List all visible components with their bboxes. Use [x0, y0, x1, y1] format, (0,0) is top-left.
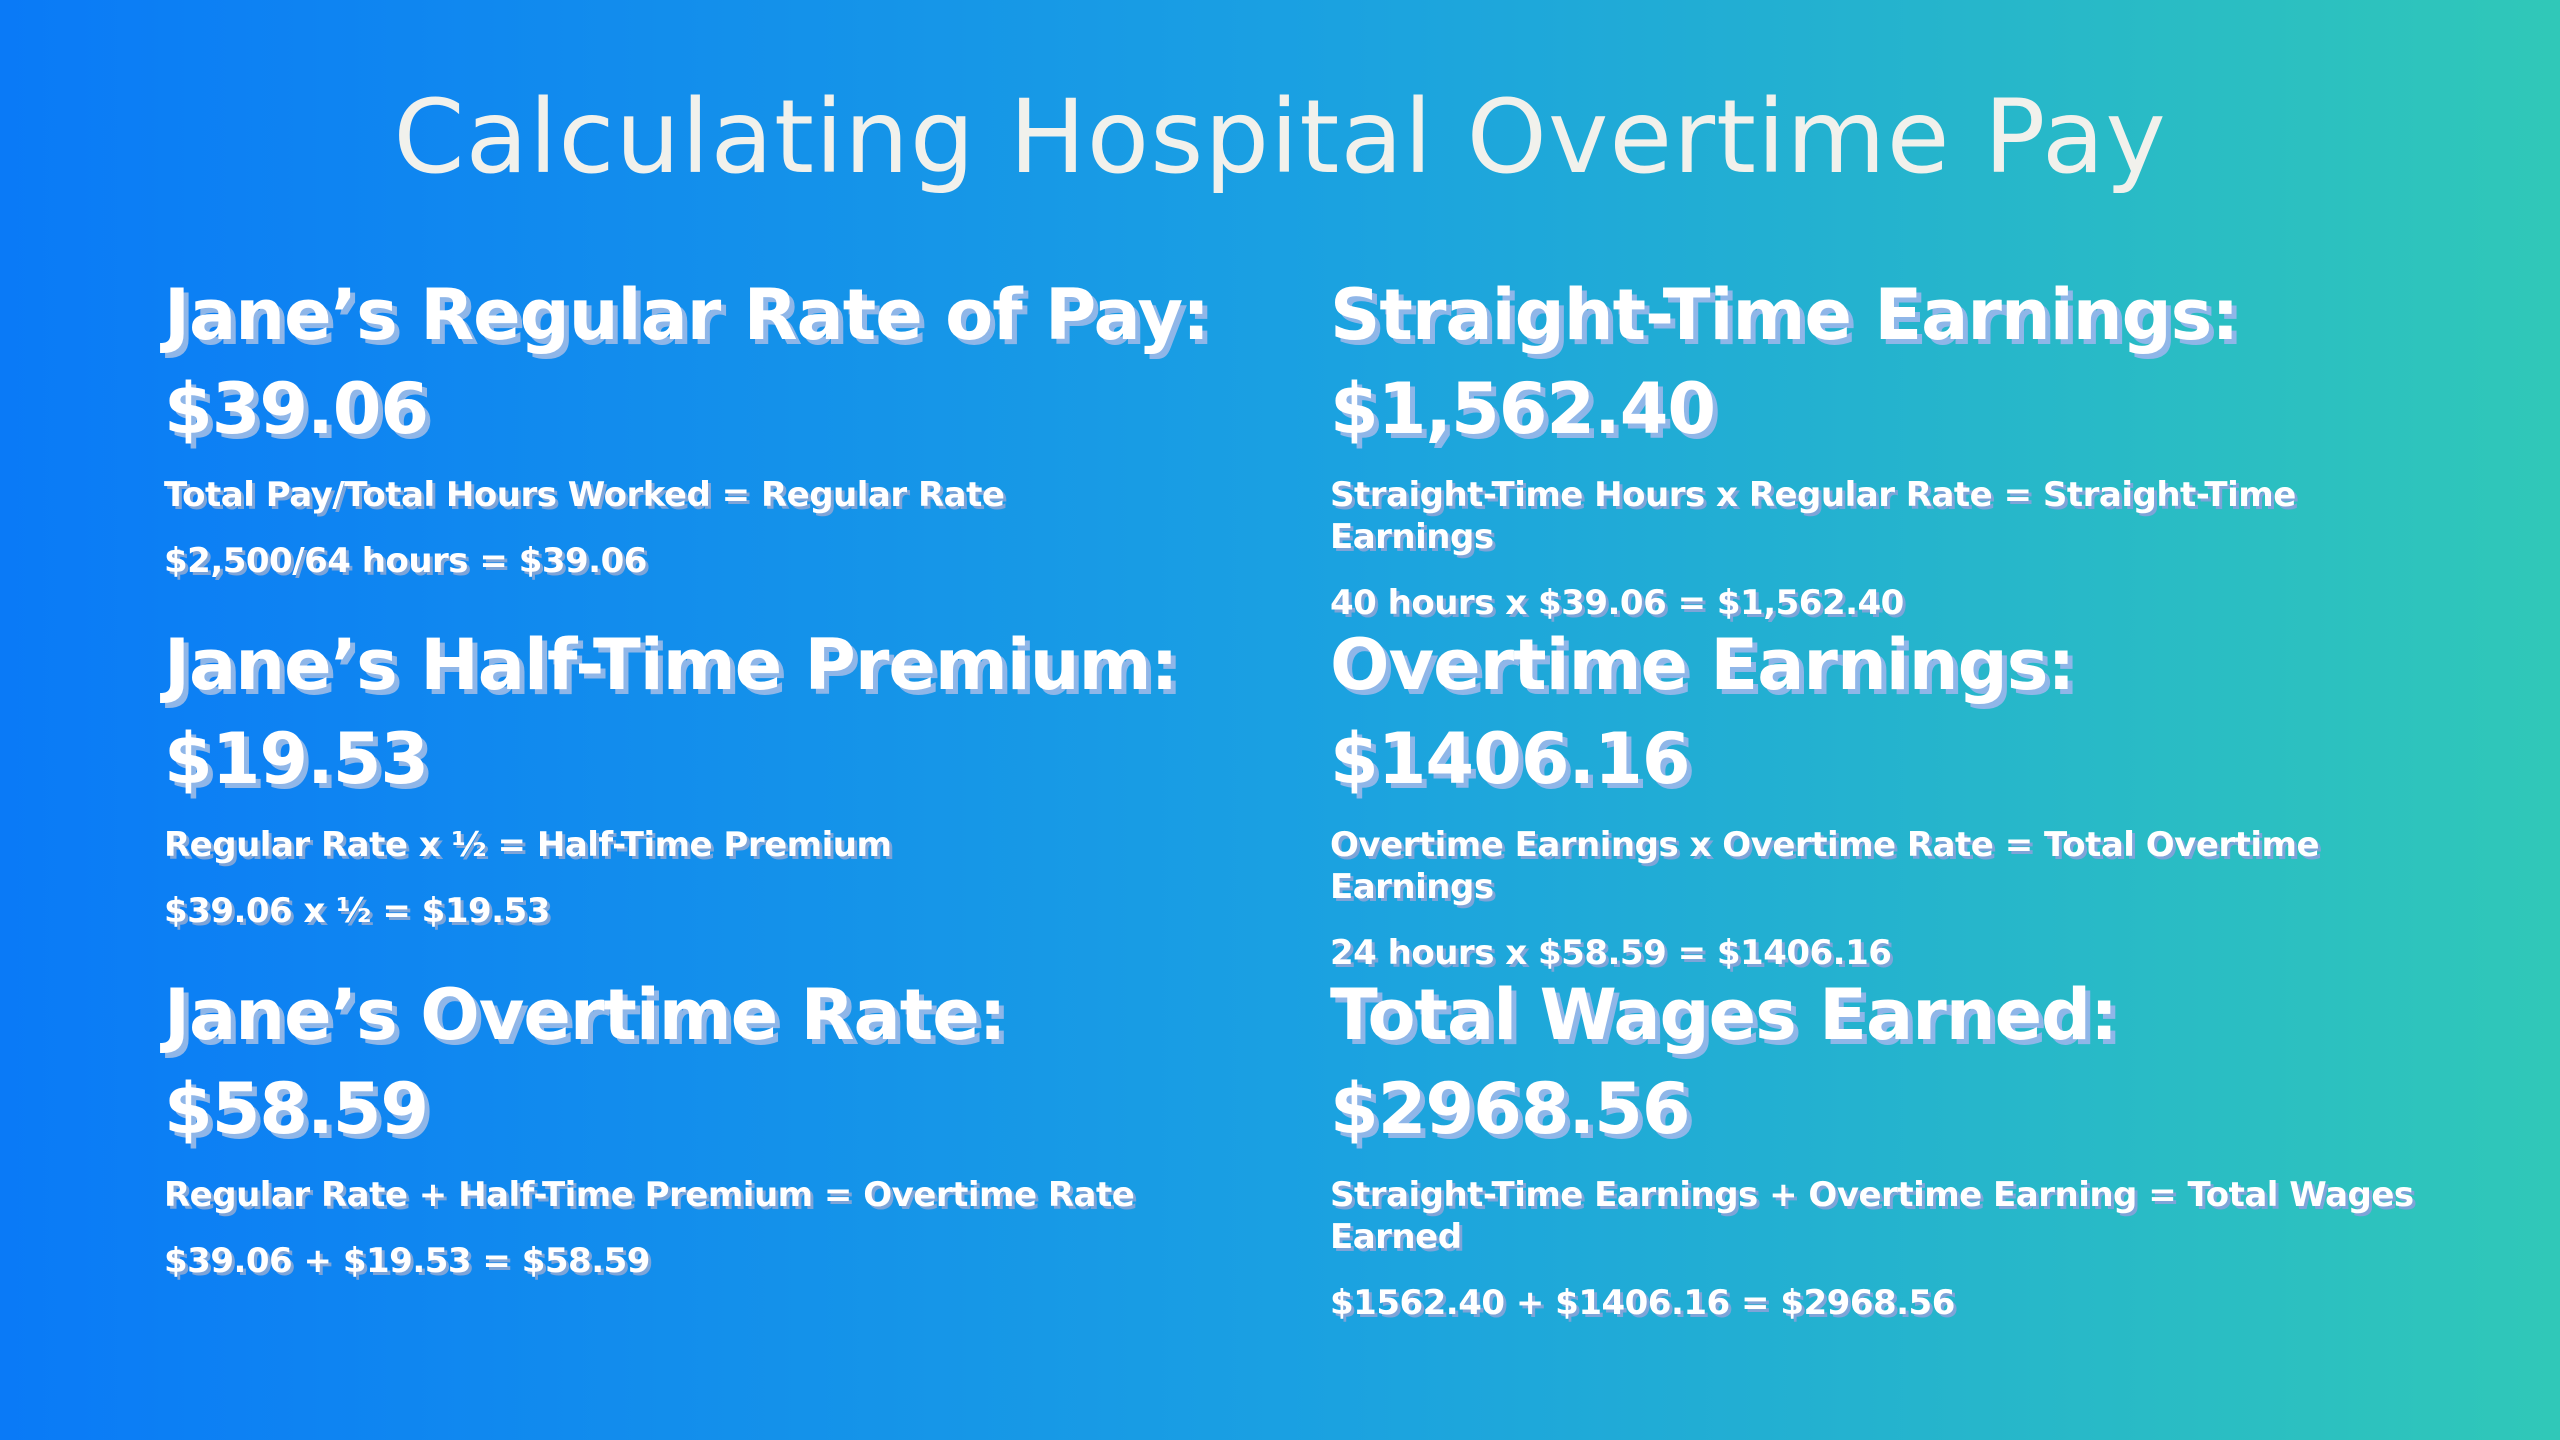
total-wages-amount: $2968.56	[1330, 1068, 1691, 1150]
regular-rate-section: Jane’s Regular Rate of Pay: $39.06 Total…	[164, 268, 1294, 582]
half-time-premium-formula: Regular Rate x ½ = Half-Time Premium	[164, 825, 892, 865]
page-title: Calculating Hospital Overtime Pay	[393, 78, 2167, 197]
regular-rate-label: Jane’s Regular Rate of Pay:	[164, 274, 1210, 356]
straight-time-earnings-example: 40 hours x $39.06 = $1,562.40	[1330, 583, 1904, 623]
overtime-earnings-section: Overtime Earnings: $1406.16 Overtime Ear…	[1330, 618, 2460, 974]
straight-time-earnings-formula: Straight-Time Hours x Regular Rate = Str…	[1330, 475, 2296, 557]
half-time-premium-amount: $19.53	[164, 718, 429, 800]
regular-rate-amount: $39.06	[164, 368, 429, 450]
overtime-earnings-amount: $1406.16	[1330, 718, 1691, 800]
overtime-rate-label: Jane’s Overtime Rate:	[164, 974, 1007, 1056]
overtime-rate-example: $39.06 + $19.53 = $58.59	[164, 1241, 650, 1281]
overtime-rate-amount: $58.59	[164, 1068, 429, 1150]
total-wages-label: Total Wages Earned:	[1330, 974, 2118, 1056]
straight-time-earnings-label: Straight-Time Earnings:	[1330, 274, 2239, 356]
half-time-premium-section: Jane’s Half-Time Premium: $19.53 Regular…	[164, 618, 1294, 932]
regular-rate-example: $2,500/64 hours = $39.06	[164, 541, 647, 581]
total-wages-example: $1562.40 + $1406.16 = $2968.56	[1330, 1283, 1955, 1323]
regular-rate-formula: Total Pay/Total Hours Worked = Regular R…	[164, 475, 1005, 515]
overtime-rate-section: Jane’s Overtime Rate: $58.59 Regular Rat…	[164, 968, 1294, 1282]
half-time-premium-example: $39.06 x ½ = $19.53	[164, 891, 550, 931]
straight-time-earnings-amount: $1,562.40	[1330, 368, 1716, 450]
straight-time-earnings-section: Straight-Time Earnings: $1,562.40 Straig…	[1330, 268, 2460, 624]
overtime-earnings-label: Overtime Earnings:	[1330, 624, 2075, 706]
total-wages-section: Total Wages Earned: $2968.56 Straight-Ti…	[1330, 968, 2460, 1324]
half-time-premium-label: Jane’s Half-Time Premium:	[164, 624, 1179, 706]
total-wages-formula: Straight-Time Earnings + Overtime Earnin…	[1330, 1175, 2414, 1257]
overtime-earnings-example: 24 hours x $58.59 = $1406.16	[1330, 933, 1892, 973]
overtime-earnings-formula: Overtime Earnings x Overtime Rate = Tota…	[1330, 825, 2320, 907]
overtime-rate-formula: Regular Rate + Half-Time Premium = Overt…	[164, 1175, 1135, 1215]
